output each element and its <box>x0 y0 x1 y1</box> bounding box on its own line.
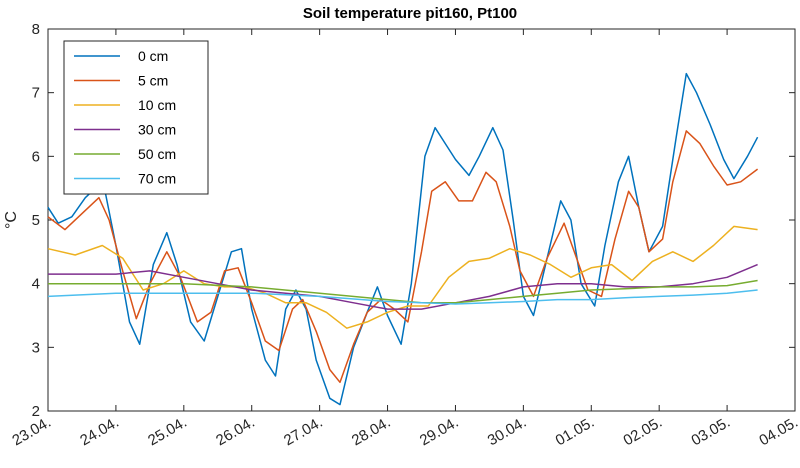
y-axis-label: °C <box>3 211 20 229</box>
x-tick-label: 25.04. <box>145 414 190 450</box>
x-tick-label: 03.05. <box>688 414 733 450</box>
series-line-4 <box>48 279 758 304</box>
legend-label: 50 cm <box>138 146 176 162</box>
x-tick-label: 27.04. <box>281 414 326 450</box>
x-tick-label: 01.05. <box>553 414 598 450</box>
legend-box <box>63 40 209 195</box>
legend-label: 70 cm <box>138 171 176 187</box>
chart-title: Soil temperature pit160, Pt100 <box>303 5 517 22</box>
x-tick-label: 28.04. <box>349 414 394 450</box>
series-line-2 <box>47 225 758 329</box>
x-tick-label: 04.05. <box>756 414 800 450</box>
y-tick-label: 3 <box>32 339 40 356</box>
x-tick-label: 24.04. <box>77 414 122 450</box>
legend-label: 0 cm <box>138 48 168 64</box>
y-tick-label: 7 <box>32 85 40 102</box>
y-tick-label: 2 <box>32 403 40 420</box>
x-tick-label: 02.05. <box>621 414 666 450</box>
series-line-0 <box>47 72 759 406</box>
series-line-1 <box>47 130 759 384</box>
x-tick-label: 30.04. <box>485 414 530 450</box>
y-tick-label: 4 <box>32 276 40 293</box>
legend-label: 10 cm <box>138 97 176 113</box>
y-axis: 2 3 4 5 6 7 8 <box>32 21 795 420</box>
y-tick-label: 5 <box>32 212 40 229</box>
legend-label: 30 cm <box>138 122 176 138</box>
x-tick-label: 26.04. <box>213 414 258 450</box>
y-tick-label: 8 <box>32 21 40 38</box>
legend: 0 cm 5 cm 10 cm 30 cm 50 cm 70 cm <box>63 40 209 195</box>
y-tick-label: 6 <box>32 148 40 165</box>
series-line-5 <box>47 289 758 305</box>
series-line-3 <box>48 263 758 310</box>
x-tick-label: 29.04. <box>417 414 462 450</box>
legend-label: 5 cm <box>138 73 168 89</box>
series-group <box>47 72 759 406</box>
